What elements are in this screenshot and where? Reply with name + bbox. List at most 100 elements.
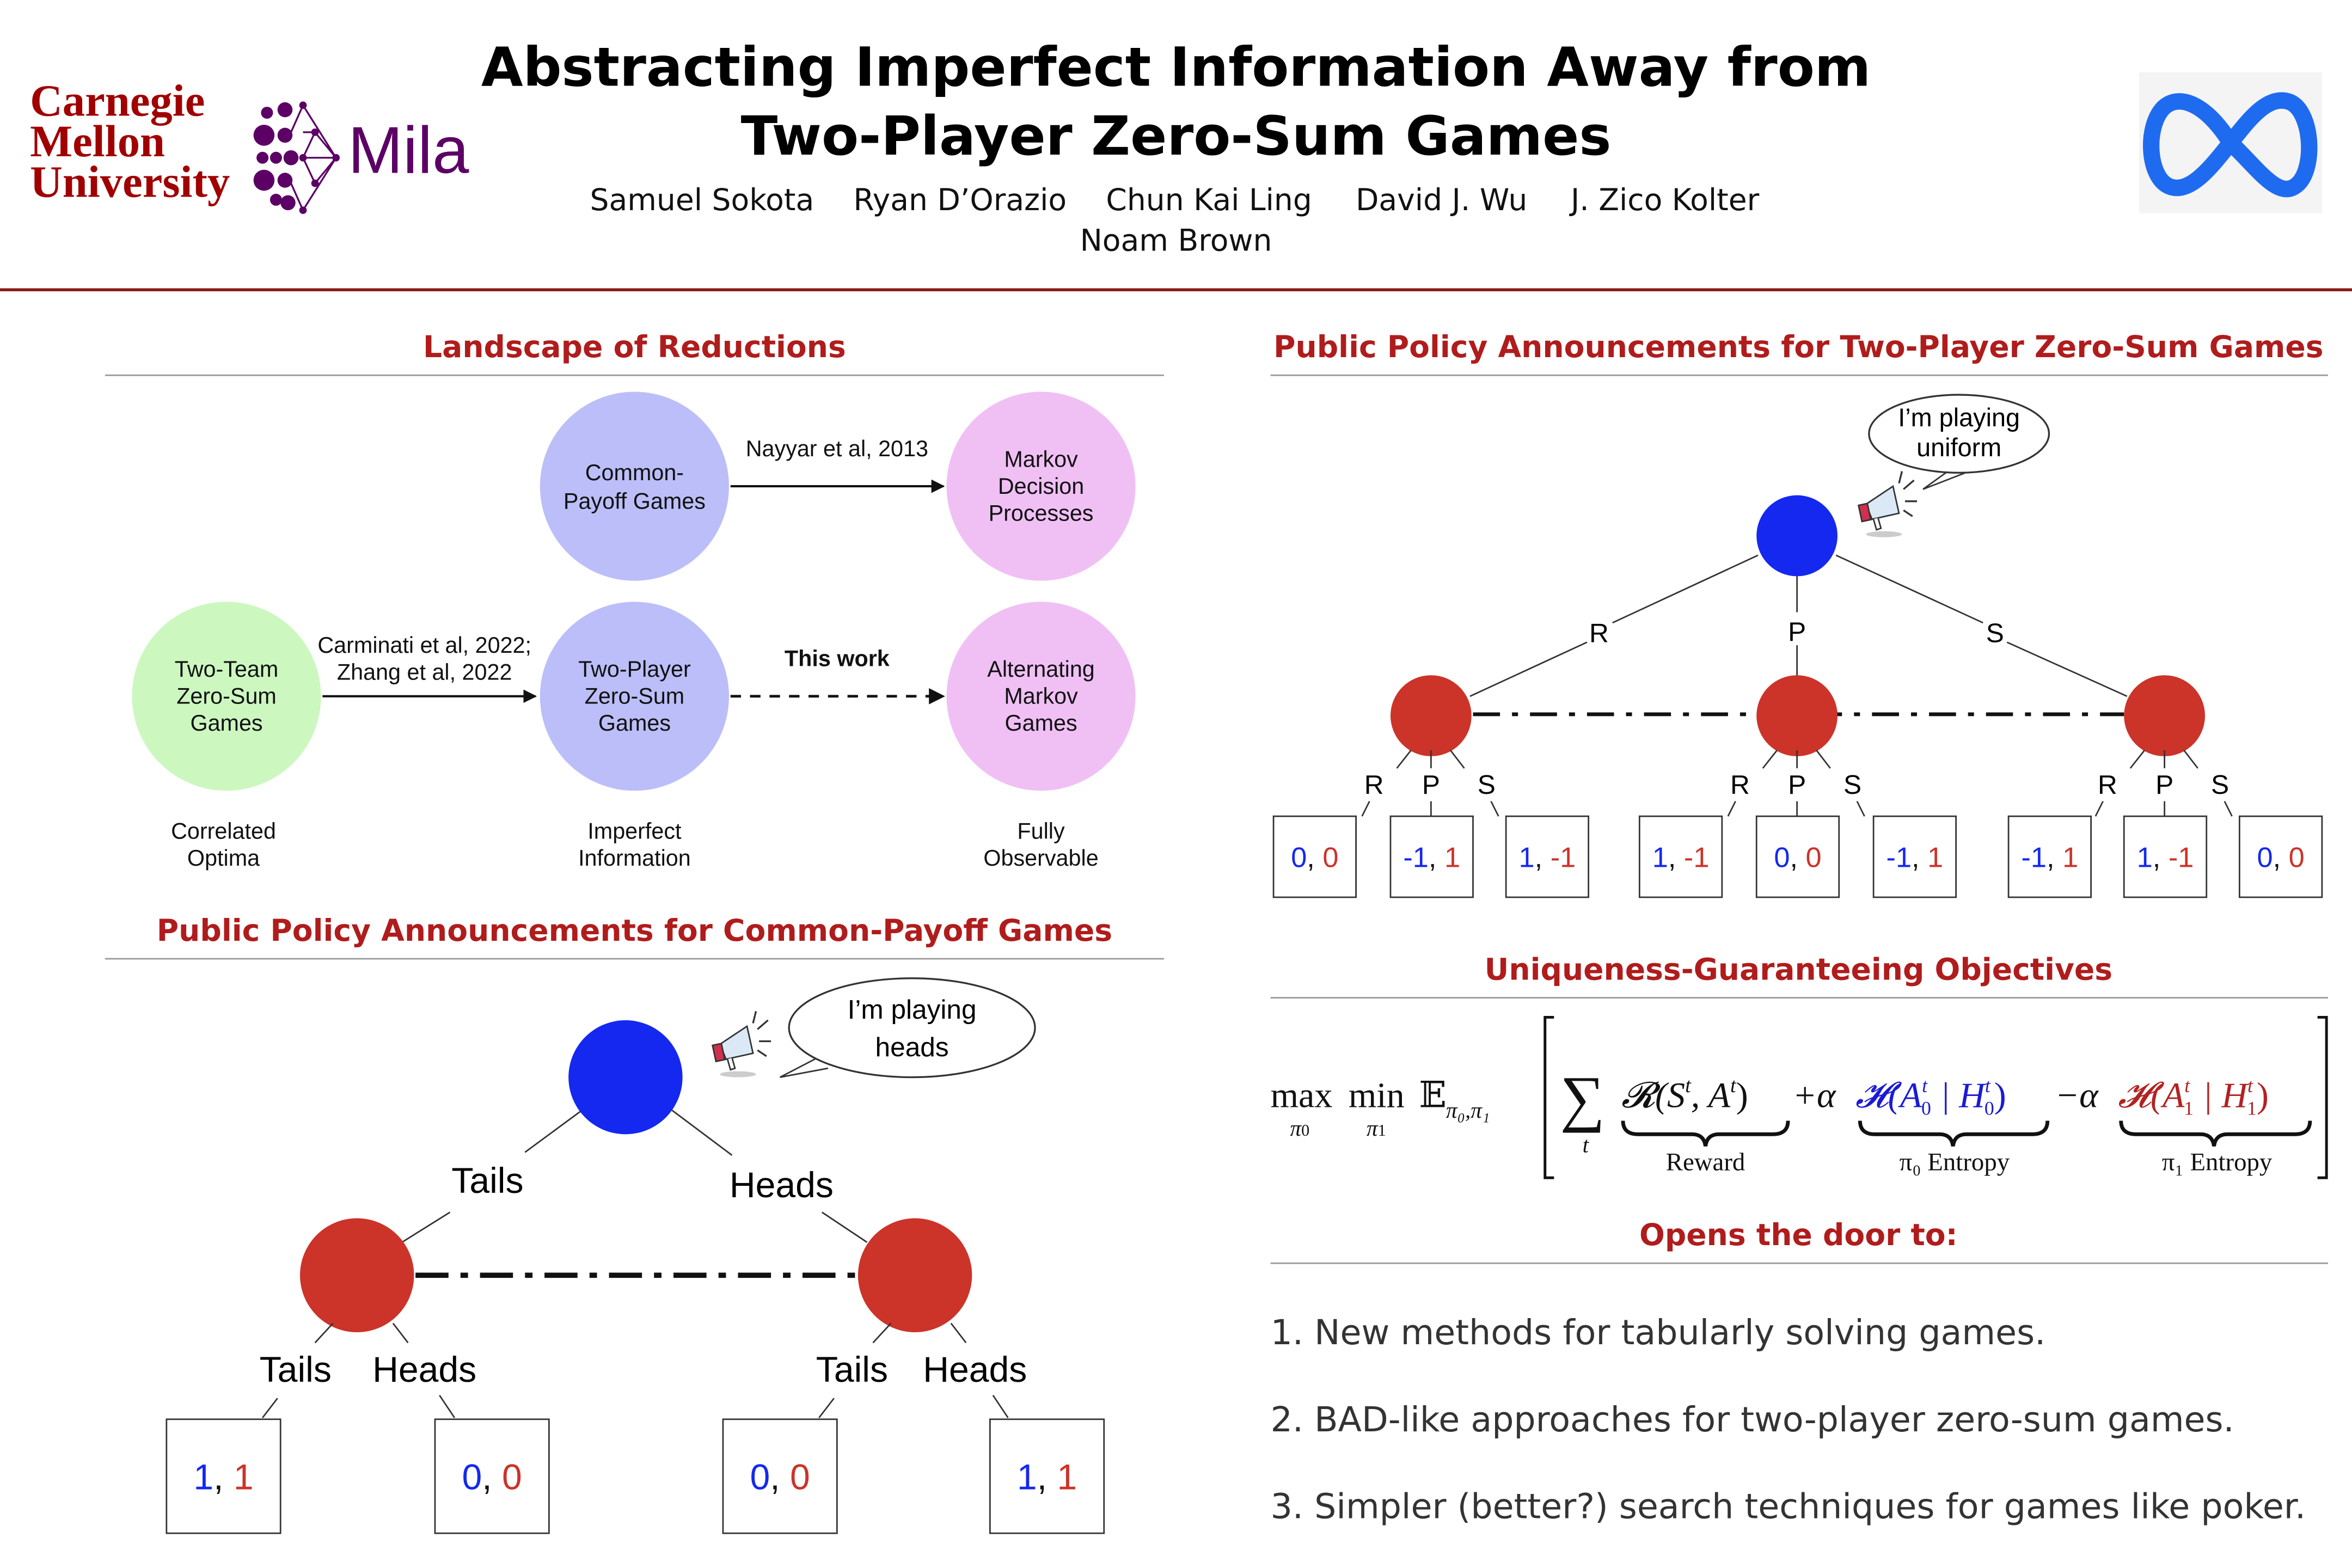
leaf-payoff: 1, -1 (1638, 815, 1723, 898)
payoff-text: -1, 1 (2021, 842, 2078, 873)
poster-title-line2: Two-Player Zero-Sum Games (741, 105, 1612, 168)
formula-part: 𝓗(A (1855, 1076, 1922, 1116)
root-node-player0 (1756, 495, 1837, 577)
leaf-payoff: -1, 1 (2007, 815, 2092, 898)
author: Noam Brown (1080, 223, 1272, 258)
leaf-payoff: 0, 0 (1755, 815, 1840, 898)
payoff-text: 0, 0 (462, 1457, 522, 1497)
node-label: Games (1004, 710, 1077, 736)
payoff-player0: 1 (1017, 1457, 1037, 1497)
list-item: 2. BAD-like approaches for two-player ze… (1271, 1399, 2234, 1440)
payoff-text: 1, 1 (1017, 1457, 1077, 1497)
leaf-payoff: 1, -1 (2123, 815, 2208, 898)
payoff-text: 0, 0 (1774, 842, 1821, 873)
node-player1 (300, 1218, 414, 1332)
payoff-text: 0, 0 (1291, 842, 1338, 873)
payoff-text: -1, 1 (1886, 842, 1944, 873)
action-label: P (1788, 616, 1806, 647)
list-item: 3. Simpler (better?) search techniques f… (1271, 1486, 2306, 1527)
payoff-player1: 1 (2062, 842, 2078, 873)
payoff-sep: , (1790, 842, 1805, 873)
payoff-player1: 0 (1322, 842, 1338, 873)
pi0-entropy-label: π₀ Entropy (1900, 1148, 2010, 1176)
column-label: Observable (983, 846, 1098, 871)
formula-part: t (2184, 1075, 2190, 1097)
author: Ryan D’Orazio (853, 182, 1067, 217)
action-label: S (1478, 769, 1496, 800)
speech-text: I’m playing (848, 994, 977, 1025)
speech-bubble: I’m playing uniform (1868, 394, 2050, 490)
node-label: Games (190, 710, 262, 736)
speech-text: uniform (1916, 433, 2001, 462)
payoff-sep: , (2047, 842, 2062, 873)
payoff-text: 0, 0 (2257, 842, 2304, 873)
payoff-player0: -1 (1403, 842, 1429, 873)
formula-part: , A (1691, 1076, 1731, 1116)
author: Samuel Sokota (590, 182, 814, 217)
payoff-text: 1, -1 (2137, 842, 2194, 873)
formula-sub: π (1290, 1116, 1302, 1141)
payoff-sep: , (1037, 1457, 1057, 1497)
reduction-diagram: Common- Payoff Games Markov Decision Pro… (132, 391, 1136, 871)
action-label: P (1788, 769, 1806, 800)
node-two-player: Two-Player Zero-Sum Games (540, 602, 729, 791)
node-label: Processes (989, 500, 1094, 525)
payoff-sep: , (482, 1457, 502, 1497)
formula-part: | H (1931, 1076, 1987, 1116)
node-player1 (1756, 675, 1837, 757)
node-label: Alternating (987, 657, 1095, 682)
payoff-player1: 0 (2289, 842, 2305, 873)
payoff-sep: , (1912, 842, 1927, 873)
node-common-payoff: Common- Payoff Games (540, 391, 729, 581)
payoff-player1: 1 (1057, 1457, 1077, 1497)
cmu-logo-line: University (30, 156, 230, 206)
payoff-player0: -1 (2021, 842, 2047, 873)
node-label: Markov (1004, 446, 1078, 471)
leaf-payoff: 1, -1 (1505, 815, 1590, 898)
cmu-logo: Carnegie Mellon University (30, 76, 230, 207)
node-mdp: Markov Decision Processes (946, 391, 1136, 581)
formula-sub: t (1583, 1132, 1590, 1157)
opens-list: 1. New methods for tabularly solving gam… (1271, 1312, 2306, 1527)
author: Chun Kai Ling (1106, 182, 1312, 217)
payoff-sep: , (770, 1457, 790, 1497)
formula-part: | H (2194, 1076, 2249, 1116)
formula-part: 0 (1921, 1098, 1931, 1119)
leaf-payoff: 1, 1 (166, 1418, 281, 1534)
author: J. Zico Kolter (1569, 182, 1760, 217)
payoff-text: 0, 0 (750, 1457, 810, 1497)
leaf-payoff: 0, 0 (1272, 815, 1357, 898)
payoff-player1: 0 (1806, 842, 1822, 873)
action-label: Tails (260, 1350, 332, 1390)
formula-sub: 1 (1378, 1121, 1386, 1140)
column-label: Optima (187, 846, 260, 871)
payoff-player0: 0 (1774, 842, 1790, 873)
payoff-player1: -1 (1551, 842, 1576, 873)
formula-sub: 0 (1301, 1121, 1309, 1140)
formula-part: t (1922, 1075, 1928, 1097)
payoff-player1: 1 (1927, 842, 1943, 873)
formula-part: 𝓗(A (2118, 1076, 2185, 1116)
node-label: Two-Team (175, 657, 279, 682)
payoff-sep: , (213, 1457, 234, 1497)
section-title-common-payoff: Public Policy Announcements for Common-P… (157, 913, 1112, 948)
meta-infinity-icon (2139, 72, 2322, 213)
author: David J. Wu (1356, 182, 1527, 217)
formula-entropy-pi0: 𝓗(At 0 | Ht 0) (1855, 1075, 2006, 1119)
leaf-payoff: -1, 1 (1389, 815, 1474, 898)
payoff-player1: 0 (790, 1457, 810, 1497)
column-label: Fully (1017, 819, 1065, 844)
node-label: Decision (998, 474, 1084, 499)
payoff-sep: , (1307, 842, 1322, 873)
payoff-player0: 0 (1291, 842, 1307, 873)
action-label: Heads (730, 1165, 834, 1205)
common-payoff-tree: Tails Heads Tails Heads Tails Heads 1, 1… (166, 977, 1105, 1534)
objective-formula: max π0 min π1 𝔼 π₀,π₁ ∑ t 𝓡(St, At) +α 𝓗… (1271, 1015, 2328, 1179)
authors: Samuel Sokota Ryan D’Orazio Chun Kai Lin… (590, 182, 1760, 258)
reward-label: Reward (1666, 1148, 1745, 1176)
node-alternating: Alternating Markov Games (946, 602, 1136, 791)
formula-sub: π (1367, 1116, 1379, 1141)
edge-label: Zhang et al, 2022 (337, 660, 512, 685)
node-label: Zero-Sum (176, 684, 277, 709)
action-label: P (1422, 769, 1440, 800)
